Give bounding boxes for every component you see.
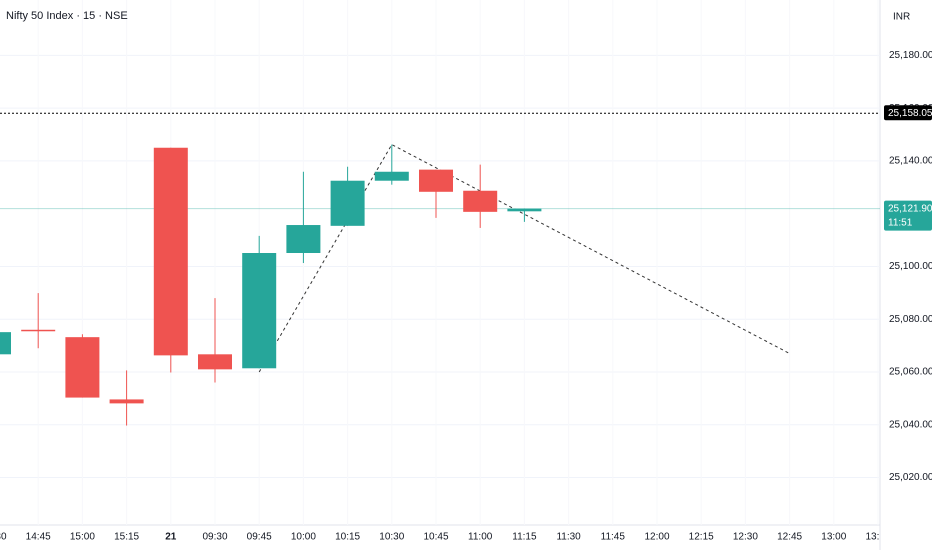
x-tick-label: 10:00: [291, 532, 316, 543]
candle-body: [65, 337, 100, 398]
price-label-bg: [884, 105, 932, 121]
candle-body: [507, 208, 542, 212]
x-tick-label: 09:30: [202, 532, 227, 543]
x-tick-label: 12:45: [777, 532, 802, 543]
y-tick-label: 25,020.00: [889, 472, 932, 483]
y-tick-label: 25,180.00: [889, 50, 932, 61]
currency: INR: [893, 12, 910, 23]
x-tick-label: 09:45: [247, 532, 272, 543]
x-tick-label: 11:30: [556, 532, 581, 543]
chart-title: Nifty 50 Index · 15 · NSE: [6, 10, 128, 22]
candle-body: [109, 399, 144, 404]
y-tick-label: 25,080.00: [889, 314, 932, 325]
x-tick-label: 10:30: [379, 532, 404, 543]
candle-body: [374, 171, 409, 181]
x-tick-label: 11:00: [468, 532, 493, 543]
candle-body: [0, 332, 11, 355]
x-tick-label: 13:15: [865, 532, 890, 543]
x-tick-label: 10:45: [423, 532, 448, 543]
x-axis: 14:30 14:45 15:00 15:15 21 09:30 09:45 10:00 10:…: [0, 532, 890, 543]
price-time: 11:51: [888, 217, 913, 228]
axes: 25,020.00 25,040.00 25,060.00 25,080.00 25,1…: [884, 50, 932, 483]
plot-area: [0, 54, 880, 479]
candle-body: [463, 190, 498, 212]
x-tick-label: 12:30: [733, 532, 758, 543]
y-tick-label: 25,040.00: [889, 419, 932, 430]
price-label-bg: [884, 200, 932, 231]
y-tick-label: 25,100.00: [889, 261, 932, 272]
y-tick-label: 25,060.00: [889, 367, 932, 378]
candle-body: [242, 253, 277, 369]
candle-body: [21, 329, 56, 332]
price-label: 25,158.05: [888, 108, 932, 119]
candle-body: [153, 147, 188, 356]
candle-body: [286, 225, 321, 254]
y-tick-label: 25,140.00: [889, 156, 932, 167]
x-tick-label: 15:15: [114, 532, 139, 543]
candle-body: [419, 169, 453, 192]
x-tick-label: 12:15: [689, 532, 714, 543]
x-tick-label: 21: [165, 532, 177, 543]
price-label: 25,121.90: [888, 203, 932, 214]
x-tick-label: 13:00: [821, 532, 846, 543]
candle-body: [198, 354, 232, 370]
x-tick-label: 11:15: [512, 532, 537, 543]
x-tick-label: 14:30: [0, 532, 7, 543]
x-tick-label: 10:15: [335, 532, 360, 543]
x-tick-label: 15:00: [70, 532, 95, 543]
x-tick-label: 14:45: [26, 532, 51, 543]
x-tick-label: 11:45: [601, 532, 626, 543]
candle-body: [330, 180, 365, 226]
x-tick-label: 12:00: [644, 532, 669, 543]
